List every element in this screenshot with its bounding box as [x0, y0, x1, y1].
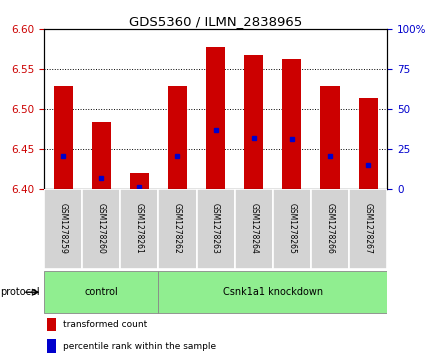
Text: GSM1278262: GSM1278262 — [173, 203, 182, 254]
Bar — [197, 189, 235, 269]
Bar — [349, 189, 387, 269]
Bar — [244, 56, 263, 189]
Text: GSM1278259: GSM1278259 — [59, 203, 68, 254]
Bar — [168, 86, 187, 189]
Bar — [82, 189, 120, 269]
Text: GSM1278261: GSM1278261 — [135, 203, 144, 254]
Title: GDS5360 / ILMN_2838965: GDS5360 / ILMN_2838965 — [129, 15, 302, 28]
Bar — [54, 86, 73, 189]
Bar — [235, 189, 273, 269]
Bar — [158, 271, 387, 313]
Text: GSM1278263: GSM1278263 — [211, 203, 220, 254]
Bar — [282, 58, 301, 189]
Text: GSM1278266: GSM1278266 — [326, 203, 334, 254]
Text: control: control — [84, 287, 118, 297]
Bar — [48, 339, 56, 352]
Text: GSM1278260: GSM1278260 — [97, 203, 106, 254]
Bar — [158, 189, 197, 269]
Bar — [44, 189, 82, 269]
Bar — [48, 318, 56, 331]
Text: Csnk1a1 knockdown: Csnk1a1 knockdown — [223, 287, 323, 297]
Text: protocol: protocol — [0, 287, 40, 297]
Text: transformed count: transformed count — [63, 320, 147, 329]
Text: GSM1278267: GSM1278267 — [363, 203, 373, 254]
Bar — [120, 189, 158, 269]
Bar — [320, 86, 340, 189]
Text: GSM1278264: GSM1278264 — [249, 203, 258, 254]
Bar — [44, 271, 158, 313]
Bar — [206, 46, 225, 189]
Bar — [130, 173, 149, 189]
Text: GSM1278265: GSM1278265 — [287, 203, 297, 254]
Bar — [92, 122, 111, 189]
Text: percentile rank within the sample: percentile rank within the sample — [63, 342, 216, 351]
Bar — [359, 98, 378, 189]
Bar — [273, 189, 311, 269]
Bar — [311, 189, 349, 269]
